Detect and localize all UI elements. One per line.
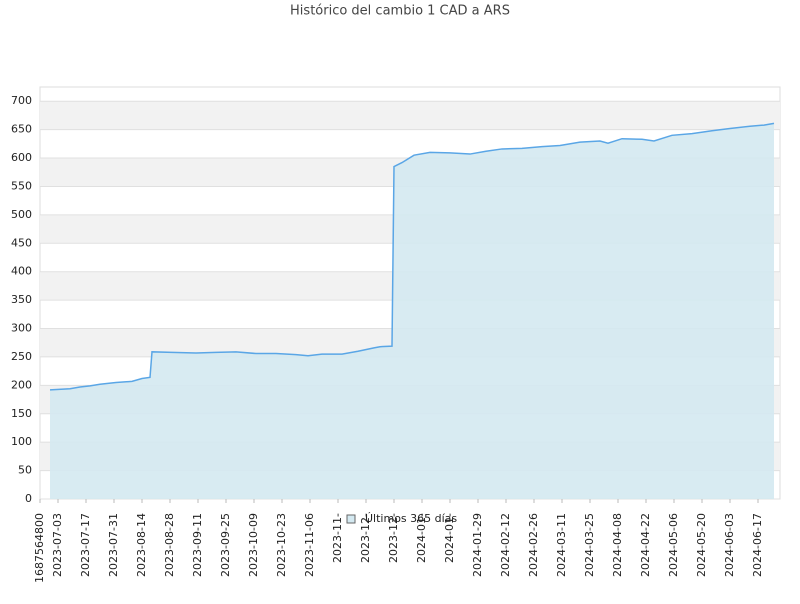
y-tick-label: 300: [11, 322, 32, 335]
x-tick-label: 2023-07-17: [79, 513, 92, 577]
x-tick-label: 2023-10-23: [275, 513, 288, 577]
y-tick-label: 150: [11, 407, 32, 420]
x-tick-label: 2023-11-06: [303, 513, 316, 577]
x-tick-label: 2023-10-09: [247, 513, 260, 577]
y-tick-label: 700: [11, 94, 32, 107]
y-tick-label: 50: [18, 464, 32, 477]
x-tick-label: 2023-12-: [387, 513, 400, 563]
x-tick-label: 1687564800: [33, 513, 46, 583]
x-tick-label: 2024-03-11: [555, 513, 568, 577]
y-tick-label: 450: [11, 236, 32, 249]
y-tick-label: 0: [25, 492, 32, 505]
line: [49, 122, 775, 391]
y-tick-label: 500: [11, 208, 32, 221]
y-tick-label: 400: [11, 265, 32, 278]
x-tick-label: 2023-08-28: [163, 513, 176, 577]
x-tick-label: 2023-07-31: [107, 513, 120, 577]
x-tick-label: 2024-02-12: [499, 513, 512, 577]
y-tick-label: 200: [11, 378, 32, 391]
x-tick-label: 2023-09-25: [219, 513, 232, 577]
y-tick-label: 100: [11, 435, 32, 448]
y-tick-label: 600: [11, 151, 32, 164]
x-tick-label: 2024-04-08: [611, 513, 624, 577]
x-tick-label: 2023-11-: [331, 513, 344, 563]
y-tick-label: 350: [11, 293, 32, 306]
area-fill: [50, 123, 774, 499]
legend-swatch: [346, 514, 356, 524]
x-tick-label: 2023-07-03: [51, 513, 64, 577]
x-tick-label: 2023-09-11: [191, 513, 204, 577]
x-tick-label: 2024-01-29: [471, 513, 484, 577]
x-tick-label: 2024-04-22: [639, 513, 652, 577]
x-tick-label: 2024-03-25: [583, 513, 596, 577]
x-tick-label: 2024-05-06: [667, 513, 680, 577]
grid-band: [40, 101, 780, 130]
x-tick-label: 2024-01-: [415, 513, 428, 563]
y-tick-label: 250: [11, 350, 32, 363]
y-tick-label: 550: [11, 179, 32, 192]
legend-label: Últimos 365 días: [365, 512, 457, 525]
x-tick-label: 2023-08-14: [135, 513, 148, 577]
x-tick-label: 2023-12-: [359, 513, 372, 563]
chart-title: Histórico del cambio 1 CAD a ARS: [290, 4, 510, 19]
x-tick-label: 2024-06-03: [723, 513, 736, 577]
x-tick-label: 2024-01-: [443, 513, 456, 563]
x-tick-label: 2024-02-26: [527, 513, 540, 577]
y-tick-label: 650: [11, 123, 32, 136]
x-tick-label: 2024-05-20: [695, 513, 708, 577]
x-tick-label: 2024-06-17: [751, 513, 764, 577]
